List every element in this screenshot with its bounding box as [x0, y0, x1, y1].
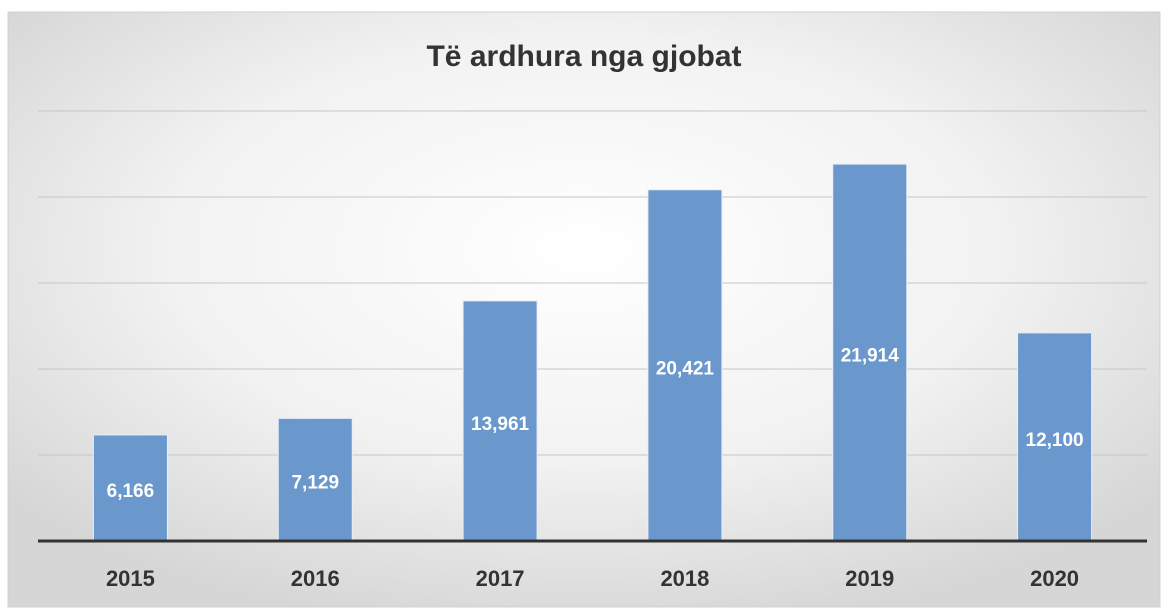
- x-tick-label: 2015: [106, 566, 155, 591]
- bar: [462, 300, 538, 542]
- data-label: 7,129: [291, 473, 339, 494]
- bar: [1017, 332, 1093, 542]
- bar: [832, 163, 908, 542]
- data-label: 20,421: [656, 358, 715, 379]
- data-label: 13,961: [471, 414, 530, 435]
- chart-title: Të ardhura nga gjobat: [426, 40, 741, 73]
- bar: [277, 417, 353, 542]
- x-tick-label: 2020: [1030, 566, 1079, 591]
- x-tick-label: 2016: [291, 566, 340, 591]
- data-label: 12,100: [1026, 430, 1084, 451]
- chart-background: [7, 11, 1161, 608]
- x-tick-label: 2018: [660, 566, 709, 591]
- x-tick-label: 2017: [476, 566, 525, 591]
- x-tick-label: 2019: [845, 566, 894, 591]
- data-label: 6,166: [107, 481, 155, 502]
- data-label: 21,914: [841, 346, 900, 367]
- bar: [647, 189, 723, 542]
